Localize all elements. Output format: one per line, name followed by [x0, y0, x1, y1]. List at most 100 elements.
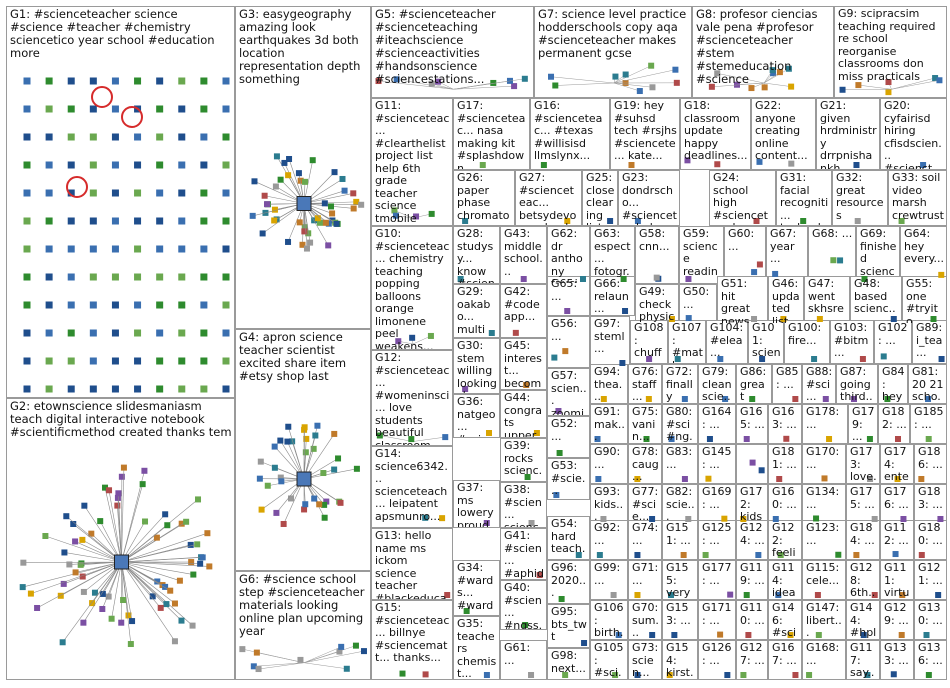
cluster-label: G170: ...	[806, 445, 843, 471]
network-node	[20, 559, 27, 566]
network-node	[816, 316, 823, 322]
network-node	[99, 605, 106, 612]
network-node	[259, 230, 266, 237]
network-edge	[303, 645, 357, 663]
cluster-label: G90: ...	[594, 445, 624, 471]
network-node	[512, 329, 519, 336]
cluster-g80: G80: #sci #ng...	[662, 404, 698, 444]
cluster-g122: G122: feeli...	[768, 520, 802, 560]
network-node	[331, 466, 338, 473]
cluster-label: G15: #scienceteac... billnye #sciencemat…	[375, 601, 450, 664]
network-node	[672, 66, 679, 73]
cluster-g7: G7: science level practice hodderschools…	[534, 6, 692, 98]
cluster-label: G55: one #tryito...	[906, 277, 938, 324]
network-edge	[121, 514, 166, 563]
network-node	[77, 561, 84, 568]
network-node	[108, 615, 115, 622]
network-node	[748, 85, 755, 92]
cluster-network-graphic	[787, 632, 794, 638]
cluster-network-graphic	[524, 474, 531, 480]
network-node	[188, 559, 195, 566]
cluster-network-graphic	[884, 396, 891, 402]
cluster-label: G33: soil video marsh crewtrust...	[892, 171, 944, 225]
network-node	[178, 217, 186, 225]
cluster-network-graphic	[685, 516, 692, 522]
network-node	[89, 385, 97, 393]
cluster-label: G4: apron science teacher scientist exci…	[239, 330, 350, 383]
network-node	[23, 105, 31, 113]
network-node	[740, 516, 747, 522]
network-node	[634, 592, 641, 598]
network-node	[23, 273, 31, 281]
cluster-network-graphic	[717, 631, 724, 638]
network-node	[666, 672, 673, 678]
cluster-label: G14: science6342... scienceteach... leip…	[375, 447, 448, 523]
cluster-network-graphic	[463, 608, 470, 614]
network-node	[114, 502, 121, 509]
network-node	[413, 213, 420, 220]
cluster-label: G16: #scienceteac... #texas #willisisd l…	[534, 99, 603, 162]
network-node	[67, 161, 75, 169]
cluster-g185: G185: ...	[910, 404, 947, 444]
network-node	[157, 604, 164, 611]
network-edge	[613, 82, 653, 88]
cluster-label: G130: ...	[918, 601, 943, 627]
cluster-label: G56: ...	[551, 317, 581, 343]
cluster-network-graphic	[755, 552, 762, 558]
network-node	[134, 245, 142, 253]
network-node	[19, 584, 26, 591]
network-node	[45, 273, 53, 281]
cluster-g101: G101: scien...	[748, 320, 784, 364]
network-node	[271, 217, 278, 224]
network-edge	[555, 82, 615, 86]
network-edge	[22, 561, 122, 588]
network-node	[178, 161, 186, 169]
cluster-network-graphic	[792, 672, 799, 678]
cluster-network-graphic	[898, 632, 905, 638]
network-node	[164, 522, 171, 529]
cluster-label: G70: sum...	[632, 601, 662, 639]
cluster-network-graphic	[890, 316, 897, 322]
network-node	[721, 515, 728, 522]
network-node	[111, 301, 119, 309]
cluster-label: G76: staff...	[632, 365, 662, 403]
cluster-network-graphic	[594, 436, 601, 442]
self-loop-node	[91, 86, 113, 108]
cluster-network-graphic	[871, 516, 878, 522]
cluster-label: G78: caug...	[632, 445, 662, 483]
network-node	[853, 162, 860, 168]
network-node	[321, 501, 328, 508]
network-node	[156, 273, 164, 281]
network-node	[307, 239, 314, 246]
network-edge	[379, 435, 414, 442]
network-node	[826, 436, 833, 442]
network-node	[681, 476, 688, 482]
cluster-g144: G144: #hpl...	[846, 600, 880, 640]
cluster-g189	[736, 444, 768, 484]
cluster-network-graphic	[522, 622, 529, 628]
network-node	[753, 218, 760, 224]
cluster-g153: G153: ...	[662, 600, 698, 640]
network-node	[67, 133, 75, 141]
cluster-g170: G170: ...	[802, 444, 846, 484]
cluster-label: G17: #scienceteac... nasa making kit #sp…	[457, 99, 526, 170]
network-node	[392, 212, 399, 219]
network-node	[89, 105, 97, 113]
network-node	[634, 552, 641, 558]
network-node	[156, 245, 164, 253]
cluster-g133: G133: ...	[880, 640, 914, 680]
cluster-label: G177: ...	[702, 561, 732, 587]
network-node	[200, 77, 208, 85]
network-node	[141, 467, 148, 474]
cluster-label: G110: ...	[740, 601, 765, 627]
cluster-network-graphic	[391, 207, 435, 220]
cluster-label: G119: ...	[740, 561, 765, 587]
cluster-label: G153: ...	[666, 601, 691, 627]
cluster-g128: G128: 6th...	[846, 560, 880, 600]
network-node	[463, 608, 470, 614]
network-node	[360, 648, 367, 655]
network-node	[806, 672, 813, 678]
network-node	[114, 494, 121, 501]
network-node	[45, 385, 53, 393]
cluster-network-graphic	[649, 632, 656, 638]
